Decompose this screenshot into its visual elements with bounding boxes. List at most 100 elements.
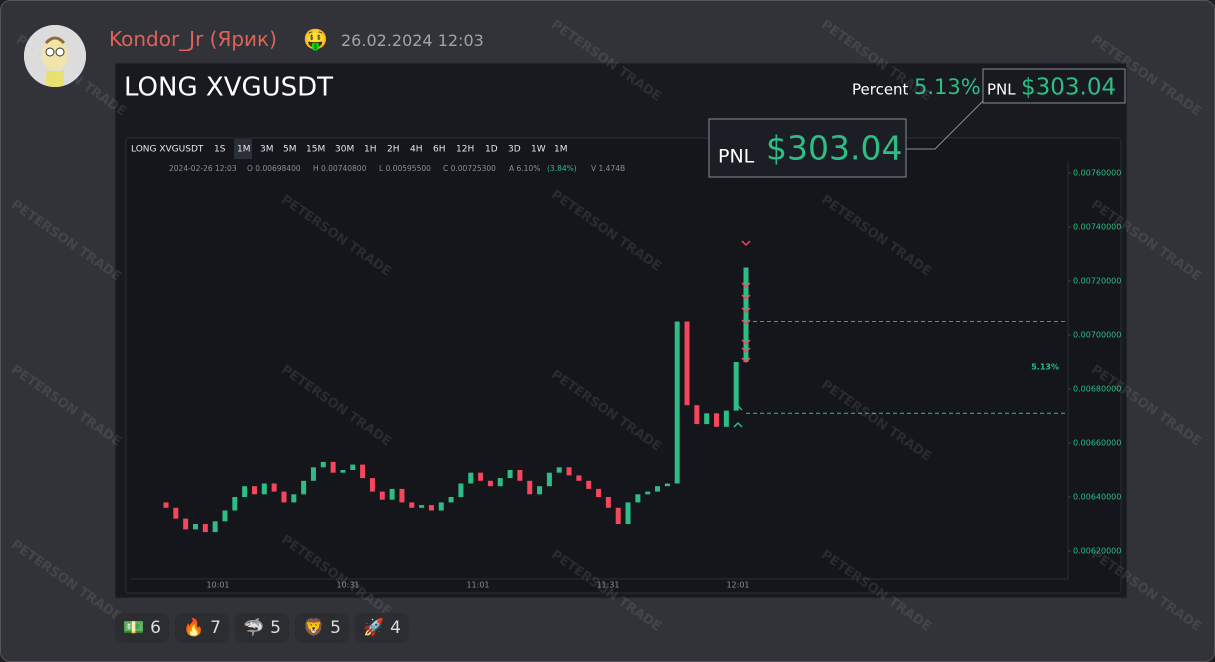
x-tick-label: 10:31 bbox=[336, 581, 359, 590]
candle-body bbox=[507, 470, 513, 479]
pnl-connector bbox=[906, 100, 984, 150]
candle-body bbox=[733, 362, 739, 411]
watermark: PETERSON TRADE bbox=[8, 537, 124, 624]
candle-body bbox=[438, 502, 444, 511]
candle-body bbox=[517, 470, 523, 481]
pnl-box bbox=[982, 68, 1126, 104]
sell-marker bbox=[741, 347, 751, 354]
candle-body bbox=[714, 413, 720, 427]
candle-body bbox=[743, 267, 749, 362]
sell-marker bbox=[741, 282, 751, 289]
pnl-label: PNL bbox=[987, 81, 1016, 99]
candle-body bbox=[242, 486, 248, 497]
reaction[interactable]: 🚀 4 bbox=[355, 613, 409, 643]
ohlc-info: L 0.00595500 bbox=[379, 164, 431, 173]
candle-body bbox=[537, 486, 543, 495]
candle-body bbox=[409, 502, 415, 508]
candle-body bbox=[546, 472, 552, 487]
candle-body bbox=[291, 494, 297, 503]
percent-label: Percent bbox=[852, 81, 909, 99]
candle-body bbox=[704, 413, 710, 425]
ohlc-info: V 1.474B bbox=[591, 164, 625, 173]
interval-button[interactable]: 1M bbox=[554, 145, 568, 155]
candle-body bbox=[261, 483, 267, 495]
candle-body bbox=[468, 472, 474, 484]
candle-body bbox=[202, 524, 208, 533]
toolbar-symbol: LONG XVGUSDT bbox=[131, 145, 204, 155]
interval-button[interactable]: 6H bbox=[433, 145, 446, 155]
reaction[interactable]: 🔥 7 bbox=[175, 613, 229, 643]
interval-button[interactable]: 2H bbox=[387, 145, 400, 155]
interval-button[interactable]: 30M bbox=[335, 145, 354, 155]
image-title: LONG XVGUSDT bbox=[124, 73, 333, 103]
interval-button[interactable]: 1D bbox=[485, 145, 498, 155]
interval-button[interactable]: 1M bbox=[237, 145, 251, 155]
interval-button[interactable]: 1H bbox=[364, 145, 377, 155]
candle-body bbox=[173, 507, 179, 519]
interval-button[interactable]: 3D bbox=[508, 145, 521, 155]
candle-body bbox=[556, 467, 562, 473]
candle-body bbox=[605, 497, 611, 508]
reaction-count: 7 bbox=[210, 618, 221, 638]
reaction-count: 5 bbox=[270, 618, 281, 638]
candle-body bbox=[458, 483, 464, 497]
candle-body bbox=[301, 480, 307, 495]
candle-body bbox=[684, 321, 690, 406]
interval-button[interactable]: 15M bbox=[306, 145, 325, 155]
watermark: PETERSON TRADE bbox=[8, 362, 124, 449]
interval-button[interactable]: 12H bbox=[456, 145, 474, 155]
interval-button[interactable]: 1W bbox=[531, 145, 546, 155]
candle-body bbox=[615, 507, 621, 524]
avatar[interactable] bbox=[24, 25, 86, 87]
reaction[interactable]: 🦁 5 bbox=[295, 613, 349, 643]
candle-body bbox=[487, 480, 493, 487]
sell-marker bbox=[741, 294, 751, 301]
candle-body bbox=[379, 491, 385, 500]
reaction-count: 6 bbox=[150, 618, 161, 638]
interval-button[interactable]: 1S bbox=[214, 145, 226, 155]
ohlc-info: O 0.00698400 bbox=[247, 164, 301, 173]
reaction[interactable]: 🦈 5 bbox=[235, 613, 289, 643]
buy-marker bbox=[733, 421, 743, 428]
candle-body bbox=[281, 491, 287, 503]
reaction-emoji: 💵 bbox=[123, 618, 145, 638]
x-tick-label: 10:01 bbox=[206, 581, 229, 590]
candle-body bbox=[399, 488, 405, 503]
candle-body bbox=[192, 524, 198, 530]
candle-body bbox=[330, 461, 336, 473]
candle-body bbox=[389, 488, 395, 500]
candle-body bbox=[478, 472, 484, 481]
interval-button[interactable]: 4H bbox=[410, 145, 423, 155]
plot: LONG XVGUSDT 1S 1M 3M 5M 15M 30M 1H 2H 4H 6H 12H 1D 3… bbox=[131, 139, 1121, 590]
ohlc-info: C 0.00725300 bbox=[443, 164, 496, 173]
y-tick-label: 0.00760000 bbox=[1073, 169, 1121, 178]
candle-body bbox=[655, 486, 661, 492]
ohlc-info: H 0.00740800 bbox=[313, 164, 367, 173]
interval-button[interactable]: 5M bbox=[283, 145, 297, 155]
candle-body bbox=[596, 488, 602, 497]
interval-button[interactable]: 3M bbox=[260, 145, 274, 155]
y-tick-label: 0.00660000 bbox=[1073, 439, 1121, 448]
candle-body bbox=[369, 478, 375, 492]
candle-body bbox=[586, 480, 592, 489]
x-tick-label: 11:01 bbox=[466, 581, 489, 590]
y-tick-label: 0.00740000 bbox=[1073, 223, 1121, 232]
x-tick-label: 12:01 bbox=[726, 581, 749, 590]
candle-body bbox=[576, 475, 582, 481]
chart-panel bbox=[125, 137, 1122, 594]
ohlc-info: 2024-02-26 12:03 bbox=[169, 164, 237, 173]
reaction[interactable]: 💵 6 bbox=[115, 613, 169, 643]
pnl-overlay-box bbox=[708, 118, 907, 178]
ohlc-info: (3.84%) bbox=[547, 164, 577, 173]
candle-body bbox=[497, 478, 503, 487]
author-emoji: 🤑 bbox=[303, 27, 328, 51]
author-name[interactable]: Kondor_Jr (Ярик) bbox=[109, 27, 277, 51]
candle-body bbox=[566, 467, 572, 476]
candle-body bbox=[251, 486, 257, 495]
y-tick-label: 0.00720000 bbox=[1073, 277, 1121, 286]
buy-marker bbox=[733, 404, 743, 411]
reaction-emoji: 🦈 bbox=[243, 618, 265, 638]
reaction-count: 5 bbox=[330, 618, 341, 638]
candle-body bbox=[360, 464, 366, 479]
